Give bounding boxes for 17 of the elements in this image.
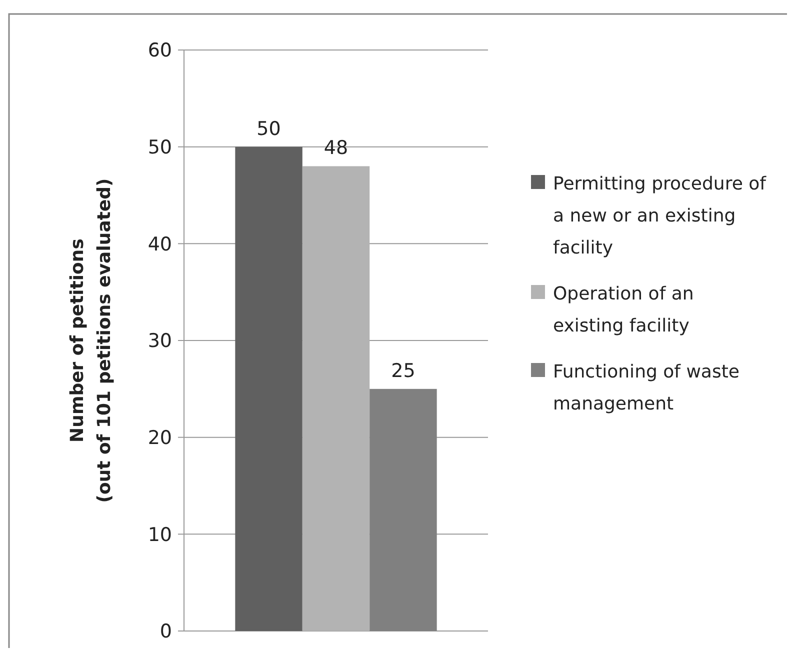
y-tick-label: 50 [148, 136, 172, 158]
y-tick-label: 10 [148, 524, 172, 546]
data-label: 25 [391, 360, 416, 382]
data-label: 48 [324, 137, 348, 160]
y-tick-label: 60 [148, 40, 172, 62]
bar [235, 146, 302, 631]
y-axis-title: Number of petitions (out of 101 petitions evaluated) [67, 178, 115, 503]
bar [370, 388, 437, 631]
data-label: 50 [256, 118, 281, 140]
y-tick-label: 20 [148, 426, 172, 449]
legend-label: Operation of an existing facility [553, 283, 694, 336]
y-tick-label: 30 [148, 330, 172, 352]
bar [302, 166, 370, 631]
legend-label: Permitting procedure of a new or an existing facility [553, 173, 767, 258]
y-tick-label: 40 [148, 233, 172, 256]
legend-label: Functioning of waste management [553, 361, 740, 414]
y-tick-label: 0 [160, 620, 172, 643]
